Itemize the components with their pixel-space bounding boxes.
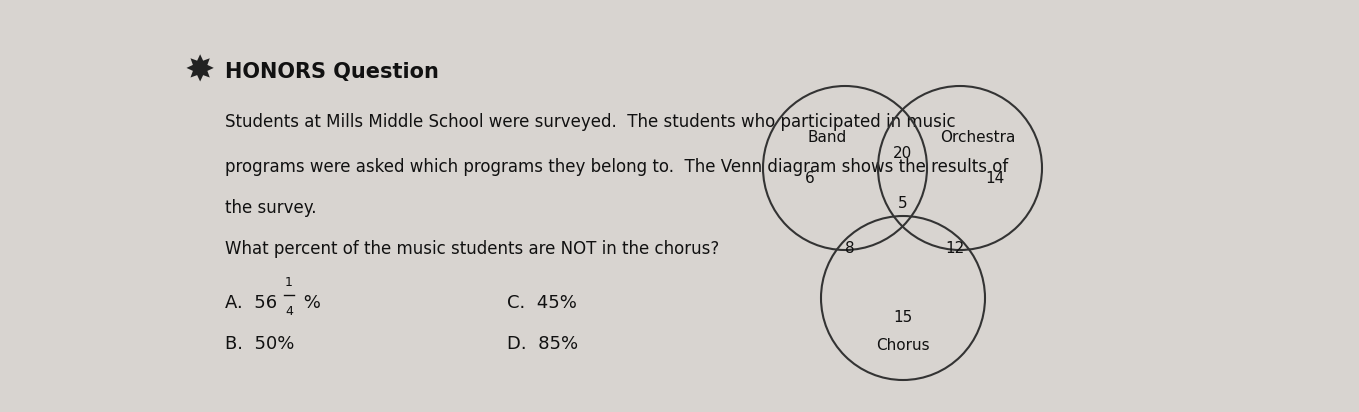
- Text: %: %: [299, 294, 321, 312]
- Text: D.  85%: D. 85%: [507, 335, 578, 353]
- Text: Students at Mills Middle School were surveyed.  The students who participated in: Students at Mills Middle School were sur…: [224, 113, 955, 131]
- Text: HONORS Question: HONORS Question: [224, 62, 439, 82]
- Text: What percent of the music students are NOT in the chorus?: What percent of the music students are N…: [224, 240, 719, 258]
- Text: 6: 6: [805, 171, 815, 185]
- Text: 15: 15: [893, 311, 913, 325]
- Text: Chorus: Chorus: [877, 339, 930, 353]
- Text: A.  56: A. 56: [224, 294, 277, 312]
- Text: Orchestra: Orchestra: [940, 131, 1015, 145]
- Text: 14: 14: [985, 171, 1004, 185]
- Text: 20: 20: [893, 145, 912, 161]
- Text: 5: 5: [898, 196, 908, 211]
- Text: 12: 12: [946, 241, 965, 255]
- Text: Band: Band: [807, 131, 847, 145]
- Text: programs were asked which programs they belong to.  The Venn diagram shows the r: programs were asked which programs they …: [224, 158, 1008, 176]
- Text: 1: 1: [285, 276, 292, 289]
- Text: ✸: ✸: [185, 55, 215, 89]
- Text: the survey.: the survey.: [224, 199, 317, 217]
- Text: B.  50%: B. 50%: [224, 335, 294, 353]
- Text: C.  45%: C. 45%: [507, 294, 576, 312]
- Text: 8: 8: [845, 241, 855, 255]
- Text: 4: 4: [285, 304, 292, 318]
